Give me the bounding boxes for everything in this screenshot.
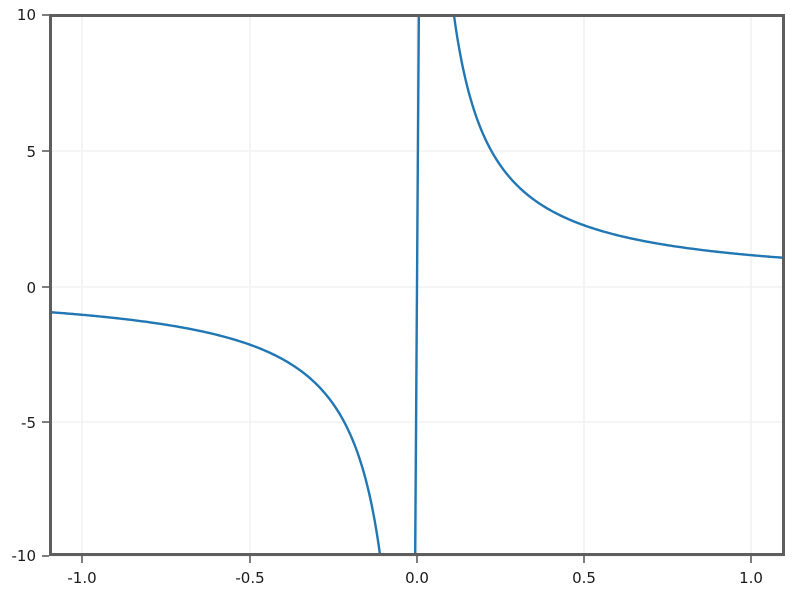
x-tick-labels: -1.0 -0.5 0.0 0.5 1.0 bbox=[67, 569, 763, 587]
y-tick-marks bbox=[42, 14, 49, 557]
y-tick-label: 0 bbox=[26, 279, 36, 297]
x-tick-marks bbox=[81, 556, 752, 563]
y-tick-label: 5 bbox=[26, 143, 36, 161]
x-tick-label: 1.0 bbox=[739, 569, 763, 587]
x-tick-label: 0.5 bbox=[572, 569, 596, 587]
y-tick-label: 10 bbox=[17, 6, 36, 24]
y-tick-labels: 10 5 0 -5 -10 bbox=[12, 6, 37, 565]
x-tick-label: 0.0 bbox=[405, 569, 429, 587]
y-tick-label: -5 bbox=[21, 414, 36, 432]
series-line-reciprocal bbox=[49, 14, 785, 556]
y-tick-label: -10 bbox=[12, 547, 37, 565]
axis-frame bbox=[49, 14, 785, 556]
x-tick-label: -1.0 bbox=[67, 569, 96, 587]
x-tick-label: -0.5 bbox=[235, 569, 264, 587]
data-series-group bbox=[49, 14, 785, 556]
